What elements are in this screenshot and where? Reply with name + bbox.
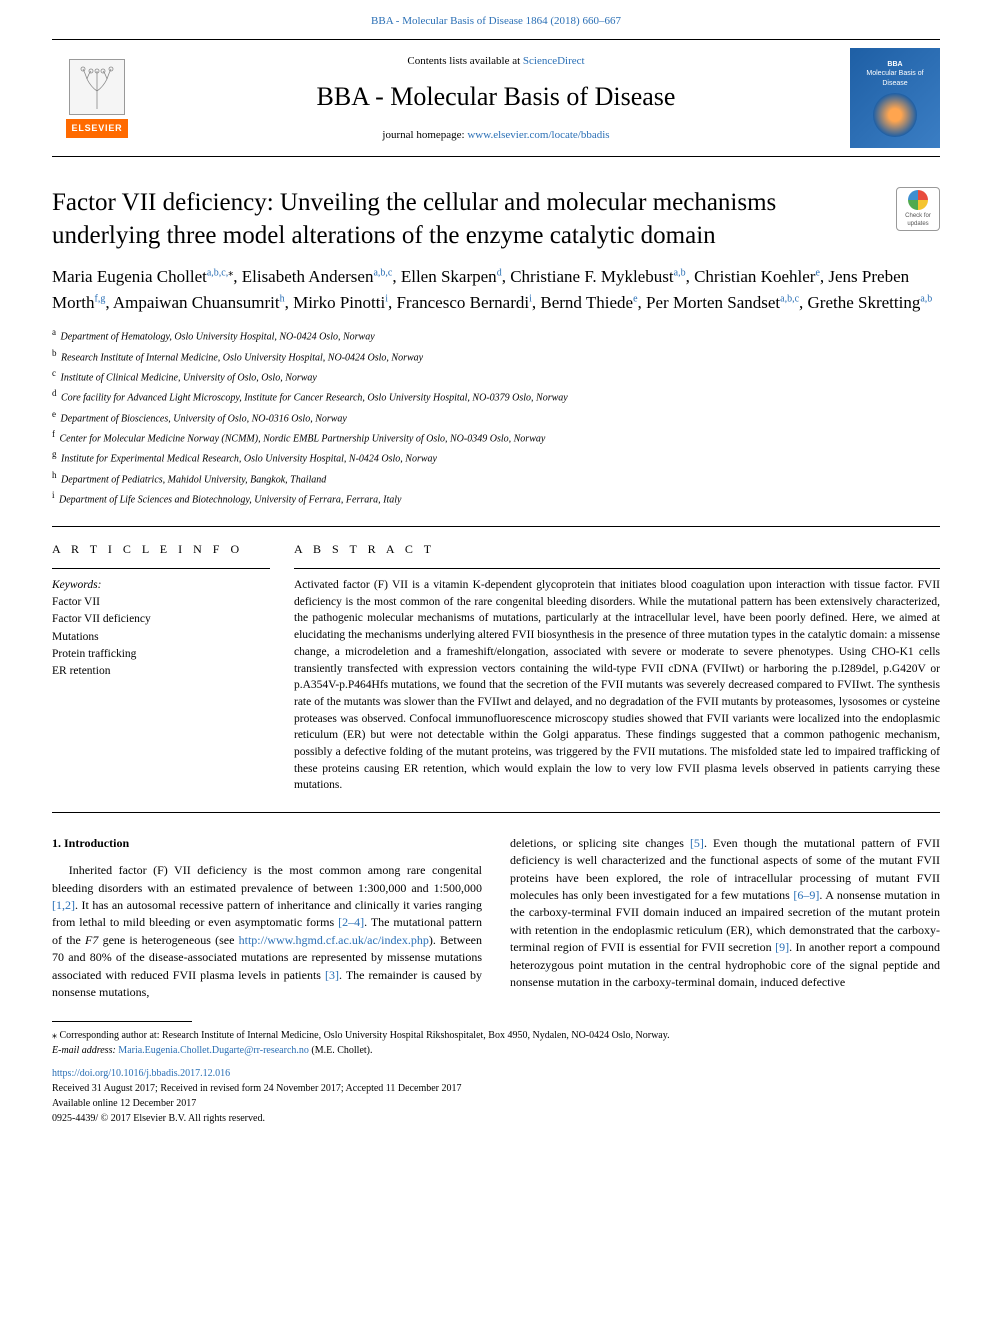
- abstract-text: Activated factor (F) VII is a vitamin K-…: [294, 577, 940, 794]
- author-affil-sup: i: [385, 293, 388, 304]
- author-affil-sup: i: [529, 293, 532, 304]
- affiliation: i Department of Life Sciences and Biotec…: [52, 488, 940, 508]
- affiliation: f Center for Molecular Medicine Norway (…: [52, 427, 940, 447]
- affiliation: c Institute of Clinical Medicine, Univer…: [52, 366, 940, 386]
- publisher-logo: ELSEVIER: [52, 48, 142, 148]
- author: Maria Eugenia Cholleta,b,c,⁎: [52, 267, 233, 286]
- author-affil-sup: d: [497, 268, 502, 279]
- journal-cover-thumb: BBA Molecular Basis of Disease: [850, 48, 940, 148]
- author-affil-sup: f,g: [95, 293, 106, 304]
- author-affil-sup: a,b,c: [780, 293, 799, 304]
- author-affil-sup: a,b,c: [373, 268, 392, 279]
- keywords-label: Keywords:: [52, 577, 270, 593]
- article-title: Factor VII deficiency: Unveiling the cel…: [52, 187, 896, 252]
- copyright-line: 0925-4439/ © 2017 Elsevier B.V. All righ…: [52, 1111, 940, 1126]
- publisher-name: ELSEVIER: [66, 119, 129, 138]
- cover-art-icon: [873, 93, 917, 137]
- author: Francesco Bernardii: [396, 293, 531, 312]
- body-paragraph: deletions, or splicing site changes [5].…: [510, 835, 940, 992]
- corresponding-author-note: ⁎ Corresponding author at: Research Inst…: [52, 1028, 940, 1043]
- divider: [52, 526, 940, 527]
- author: Ampaiwan Chuansumrith: [113, 293, 285, 312]
- corresponding-star: ⁎: [228, 268, 233, 279]
- divider: [294, 568, 940, 569]
- doi-link[interactable]: https://doi.org/10.1016/j.bbadis.2017.12…: [52, 1068, 230, 1079]
- doi-block: https://doi.org/10.1016/j.bbadis.2017.12…: [0, 1058, 992, 1150]
- footnote-divider: [52, 1021, 192, 1022]
- citation-link[interactable]: [9]: [775, 940, 789, 954]
- affiliation: g Institute for Experimental Medical Res…: [52, 447, 940, 467]
- journal-name: BBA - Molecular Basis of Disease: [142, 79, 850, 115]
- available-online: Available online 12 December 2017: [52, 1096, 940, 1111]
- author: Christiane F. Myklebusta,b: [510, 267, 685, 286]
- keyword: Mutations: [52, 629, 270, 646]
- author: Christian Koehlere: [694, 267, 820, 286]
- citation-link[interactable]: [6–9]: [793, 888, 819, 902]
- crossmark-badge[interactable]: Check for updates: [896, 187, 940, 231]
- author-affil-sup: a,b,c,: [207, 268, 228, 279]
- keyword: Protein trafficking: [52, 646, 270, 663]
- author-affil-sup: h: [280, 293, 285, 304]
- keyword: ER retention: [52, 663, 270, 680]
- citation-link[interactable]: [2–4]: [338, 915, 364, 929]
- author: Elisabeth Andersena,b,c: [242, 267, 393, 286]
- abstract-heading: A B S T R A C T: [294, 541, 940, 558]
- author: Bernd Thiedee: [540, 293, 637, 312]
- email-link[interactable]: Maria.Eugenia.Chollet.Dugarte@rr-researc…: [118, 1045, 309, 1056]
- external-link[interactable]: http://www.hgmd.cf.ac.uk/ac/index.php: [239, 933, 429, 947]
- divider: [52, 568, 270, 569]
- citation-link[interactable]: [3]: [325, 968, 339, 982]
- homepage-link[interactable]: www.elsevier.com/locate/bbadis: [467, 129, 609, 141]
- divider: [52, 812, 940, 813]
- author-affil-sup: e: [633, 293, 637, 304]
- affiliation: e Department of Biosciences, University …: [52, 407, 940, 427]
- affiliation: d Core facility for Advanced Light Micro…: [52, 386, 940, 406]
- section-heading-intro: 1. Introduction: [52, 835, 482, 852]
- received-dates: Received 31 August 2017; Received in rev…: [52, 1081, 940, 1096]
- keyword: Factor VII: [52, 594, 270, 611]
- contents-available-line: Contents lists available at ScienceDirec…: [142, 54, 850, 69]
- citation-link[interactable]: [5]: [690, 836, 704, 850]
- author-list: Maria Eugenia Cholleta,b,c,⁎, Elisabeth …: [52, 264, 940, 315]
- journal-header: ELSEVIER Contents lists available at Sci…: [52, 39, 940, 157]
- top-citation: BBA - Molecular Basis of Disease 1864 (2…: [0, 0, 992, 39]
- affiliation: h Department of Pediatrics, Mahidol Univ…: [52, 468, 940, 488]
- elsevier-tree-icon: [69, 59, 125, 115]
- author-affil-sup: a,b: [674, 268, 686, 279]
- homepage-line: journal homepage: www.elsevier.com/locat…: [142, 128, 850, 143]
- keywords-list: Factor VIIFactor VII deficiencyMutations…: [52, 594, 270, 680]
- author: Ellen Skarpend: [401, 267, 502, 286]
- affiliation: b Research Institute of Internal Medicin…: [52, 346, 940, 366]
- email-line: E-mail address: Maria.Eugenia.Chollet.Du…: [52, 1043, 940, 1058]
- citation-link[interactable]: [1,2]: [52, 898, 75, 912]
- author-affil-sup: e: [815, 268, 819, 279]
- crossmark-icon: [908, 190, 928, 210]
- author: Grethe Skrettinga,b: [808, 293, 933, 312]
- author: Per Morten Sandseta,b,c: [646, 293, 799, 312]
- author-affil-sup: a,b: [920, 293, 932, 304]
- body-paragraph: Inherited factor (F) VII deficiency is t…: [52, 862, 482, 1001]
- footnotes: ⁎ Corresponding author at: Research Inst…: [0, 1028, 992, 1058]
- affiliations-list: a Department of Hematology, Oslo Univers…: [52, 325, 940, 508]
- affiliation: a Department of Hematology, Oslo Univers…: [52, 325, 940, 345]
- article-info-heading: A R T I C L E I N F O: [52, 541, 270, 558]
- sciencedirect-link[interactable]: ScienceDirect: [523, 55, 585, 67]
- author: Mirko Pinottii: [293, 293, 388, 312]
- keyword: Factor VII deficiency: [52, 611, 270, 628]
